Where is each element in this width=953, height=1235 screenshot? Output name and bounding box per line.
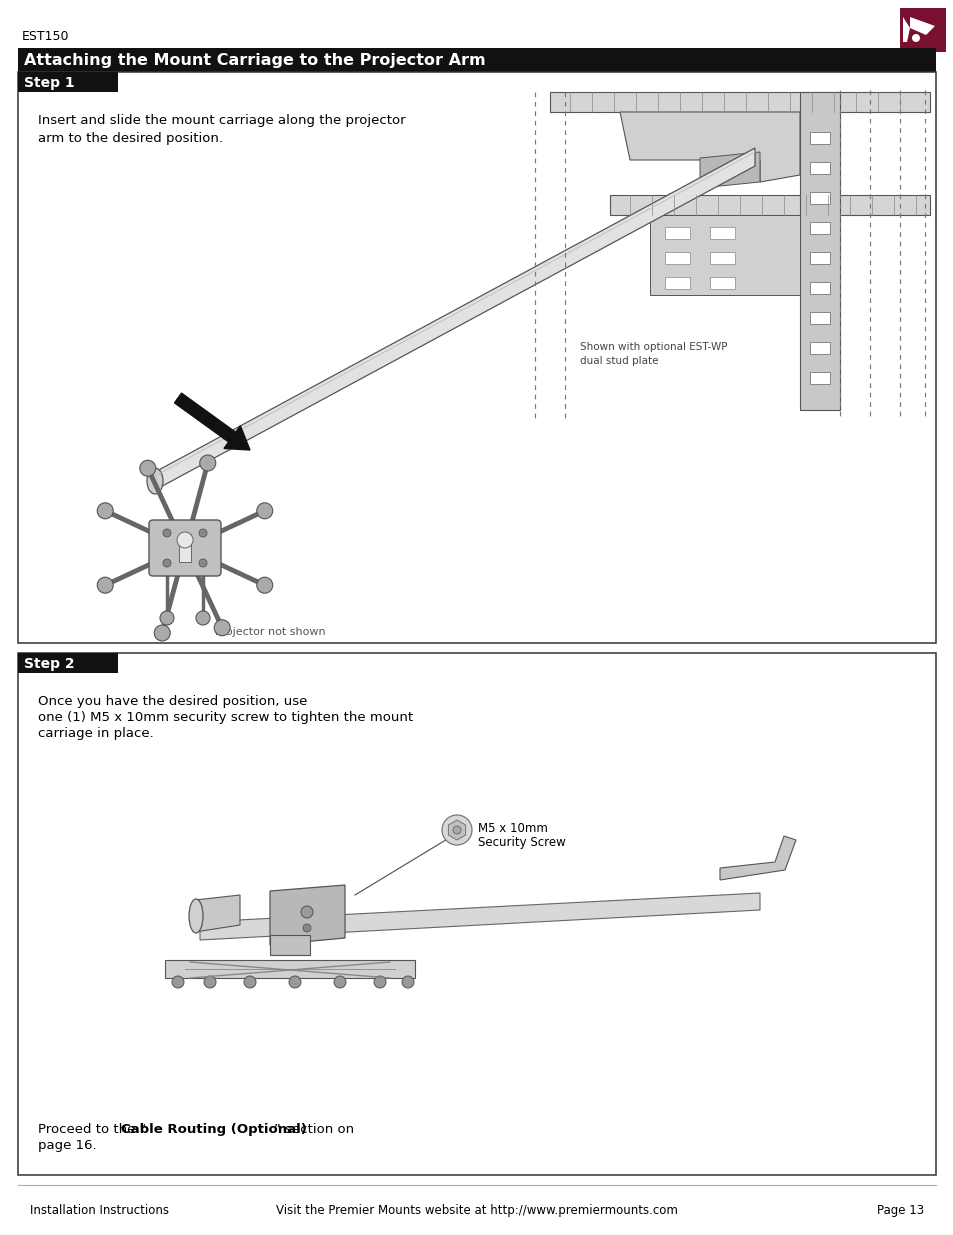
Polygon shape [200, 893, 760, 940]
Circle shape [199, 559, 207, 567]
Polygon shape [448, 820, 465, 840]
Polygon shape [270, 885, 345, 945]
Bar [899, 7, 945, 52]
Text: Shown with optional EST-WP: Shown with optional EST-WP [579, 342, 727, 352]
Text: EST150: EST150 [22, 30, 70, 43]
Bar [709, 227, 734, 240]
Circle shape [374, 976, 386, 988]
Bar [270, 935, 310, 955]
Circle shape [154, 625, 170, 641]
Bar [809, 312, 829, 324]
FancyArrow shape [174, 393, 250, 450]
Circle shape [453, 826, 460, 834]
Bar [18, 653, 935, 1174]
Bar [18, 72, 118, 91]
Circle shape [303, 924, 311, 932]
Text: Page 13: Page 13 [876, 1204, 923, 1216]
Bar [709, 252, 734, 264]
Circle shape [244, 976, 255, 988]
Polygon shape [909, 17, 934, 35]
Bar [18, 72, 935, 643]
Circle shape [722, 163, 737, 177]
Text: Step 2: Step 2 [24, 657, 74, 671]
Circle shape [140, 461, 155, 477]
Circle shape [911, 35, 919, 42]
Circle shape [160, 611, 173, 625]
Polygon shape [902, 17, 909, 42]
Ellipse shape [147, 468, 163, 494]
Polygon shape [720, 836, 795, 881]
Polygon shape [550, 91, 929, 112]
Text: Step 1: Step 1 [24, 77, 74, 90]
Polygon shape [800, 91, 840, 410]
Circle shape [199, 454, 215, 471]
Polygon shape [154, 148, 754, 490]
Bar [809, 132, 829, 144]
Text: page 16.: page 16. [38, 1139, 96, 1152]
Circle shape [163, 529, 171, 537]
Text: Once you have the desired position, use: Once you have the desired position, use [38, 695, 307, 708]
Circle shape [256, 503, 273, 519]
Text: Insert and slide the mount carriage along the projector
arm to the desired posit: Insert and slide the mount carriage alon… [38, 114, 405, 144]
Text: Cable Routing (Optional): Cable Routing (Optional) [121, 1123, 307, 1136]
Text: carriage in place.: carriage in place. [38, 727, 153, 740]
Text: ” section on: ” section on [274, 1123, 354, 1136]
Text: Projector not shown: Projector not shown [214, 627, 325, 637]
Text: Security Screw: Security Screw [477, 836, 565, 848]
Bar [664, 277, 689, 289]
Circle shape [214, 620, 230, 636]
Bar [809, 372, 829, 384]
Circle shape [334, 976, 346, 988]
Bar [809, 342, 829, 354]
Bar [18, 653, 118, 673]
Circle shape [256, 577, 273, 593]
Bar [179, 534, 191, 562]
Bar [664, 252, 689, 264]
Circle shape [97, 503, 113, 519]
Bar [809, 282, 829, 294]
Bar [18, 48, 935, 72]
Text: Attaching the Mount Carriage to the Projector Arm: Attaching the Mount Carriage to the Proj… [24, 53, 485, 68]
Circle shape [301, 906, 313, 918]
Polygon shape [609, 195, 929, 215]
Polygon shape [700, 152, 760, 188]
Bar [809, 252, 829, 264]
FancyBboxPatch shape [149, 520, 221, 576]
Circle shape [177, 532, 193, 548]
Polygon shape [619, 112, 800, 182]
Text: Proceed to the “: Proceed to the “ [38, 1123, 147, 1136]
Circle shape [289, 976, 301, 988]
Bar [709, 277, 734, 289]
Circle shape [199, 529, 207, 537]
Circle shape [163, 559, 171, 567]
Ellipse shape [189, 899, 203, 932]
Circle shape [195, 611, 210, 625]
Text: one (1) M5 x 10mm security screw to tighten the mount: one (1) M5 x 10mm security screw to tigh… [38, 711, 413, 724]
Circle shape [401, 976, 414, 988]
Text: dual stud plate: dual stud plate [579, 356, 658, 366]
Circle shape [441, 815, 472, 845]
Bar [809, 162, 829, 174]
Bar [809, 222, 829, 233]
Polygon shape [649, 215, 800, 295]
Polygon shape [194, 895, 240, 932]
Bar [809, 191, 829, 204]
Circle shape [172, 976, 184, 988]
Polygon shape [165, 960, 415, 978]
Text: M5 x 10mm: M5 x 10mm [477, 823, 547, 835]
Circle shape [204, 976, 215, 988]
Circle shape [97, 577, 113, 593]
Bar [664, 227, 689, 240]
Text: Installation Instructions: Installation Instructions [30, 1204, 169, 1216]
Text: Visit the Premier Mounts website at http://www.premiermounts.com: Visit the Premier Mounts website at http… [275, 1204, 678, 1216]
